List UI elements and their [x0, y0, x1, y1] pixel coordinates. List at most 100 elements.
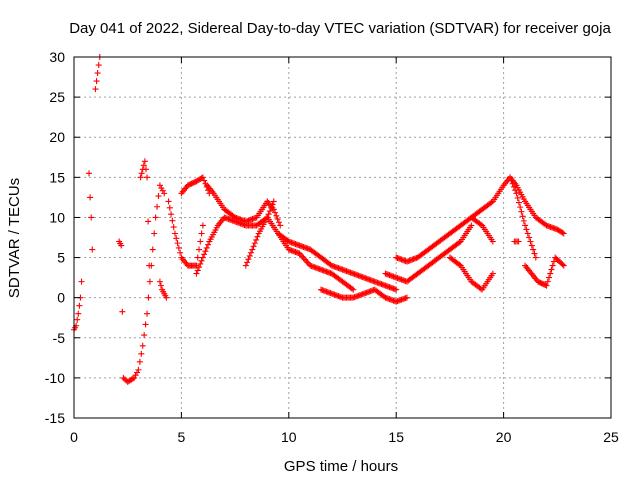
data-point-interp — [140, 162, 147, 169]
data-point — [78, 278, 85, 285]
data-point — [139, 342, 146, 349]
data-point — [94, 70, 101, 77]
series-arc-20 — [511, 238, 522, 245]
data-point — [86, 170, 93, 177]
data-point-interp — [253, 236, 260, 243]
data-point-interp — [201, 251, 208, 258]
data-point-interp — [348, 285, 355, 292]
data-point-interp — [76, 302, 83, 309]
data-point-interp — [247, 249, 254, 256]
data-point — [165, 198, 172, 205]
y-tick-label: 20 — [49, 129, 65, 145]
data-point — [152, 214, 159, 221]
data-point — [118, 242, 125, 249]
y-tick-label: 10 — [49, 209, 65, 225]
x-tick-label: 10 — [281, 429, 297, 445]
data-point — [403, 294, 410, 301]
data-point-interp — [251, 240, 258, 247]
data-point — [75, 310, 82, 317]
data-point-interp — [157, 282, 164, 289]
data-point — [199, 222, 206, 229]
data-point — [270, 198, 277, 205]
data-point-interp — [519, 213, 526, 220]
data-point — [146, 262, 153, 269]
data-point-interp — [526, 234, 533, 241]
series-arc-6 — [156, 278, 170, 301]
data-point-interp — [170, 224, 177, 231]
data-point-interp — [196, 246, 203, 253]
data-point-interp — [514, 194, 521, 201]
data-point-interp — [245, 256, 252, 263]
plot-frame — [73, 56, 612, 419]
data-point-interp — [530, 246, 537, 253]
y-tick-label: -10 — [45, 370, 65, 386]
y-tick-label: 30 — [49, 49, 65, 65]
series-arc-17 — [468, 174, 539, 261]
data-point-interp — [158, 185, 165, 192]
series-arc-2 — [86, 170, 96, 253]
x-tick-label: 15 — [388, 429, 404, 445]
data-point-interp — [198, 257, 205, 264]
axis-ticks: 0 5 10 15 20 25 -15 -10 -5 0 5 10 15 20 25 30 — [45, 49, 619, 445]
data-point-interp — [194, 254, 201, 261]
data-point-interp — [531, 250, 538, 257]
data-point-interp — [528, 242, 535, 249]
data-point-interp — [177, 249, 184, 256]
data-point-interp — [547, 270, 554, 277]
data-point-interp — [168, 211, 175, 218]
data-point — [144, 310, 151, 317]
data-point-interp — [149, 246, 156, 253]
data-point-interp — [205, 241, 212, 248]
data-point-interp — [119, 308, 126, 315]
y-tick-label: -15 — [45, 410, 65, 426]
series-arc-7 — [165, 198, 206, 269]
data-point-interp — [517, 204, 524, 211]
data-point — [532, 254, 539, 261]
data-point-interp — [549, 262, 556, 269]
data-point — [522, 222, 529, 229]
data-point-interp — [196, 264, 203, 271]
data-point — [163, 294, 170, 301]
x-tick-label: 5 — [178, 429, 186, 445]
series-arc-4 — [116, 182, 168, 385]
data-point-interp — [548, 266, 555, 273]
data-point — [543, 282, 550, 289]
data-point — [156, 278, 163, 285]
series-arc-11 — [242, 198, 277, 269]
data-point — [92, 86, 99, 93]
data-point-interp — [274, 216, 281, 223]
data-point-interp — [129, 375, 136, 382]
data-point-interp — [74, 316, 81, 323]
data-point-interp — [198, 230, 205, 237]
data-point-interp — [134, 369, 141, 376]
data-point-interp — [197, 238, 204, 245]
data-point-interp — [477, 221, 484, 228]
data-point-interp — [275, 219, 282, 226]
data-point — [489, 270, 496, 277]
series-arc-16 — [446, 254, 496, 293]
data-point — [489, 238, 496, 245]
y-tick-label: -5 — [53, 330, 66, 346]
data-point — [393, 286, 400, 293]
data-point — [88, 214, 95, 221]
data-point — [171, 230, 178, 237]
data-point-interp — [169, 217, 176, 224]
data-point — [193, 270, 200, 277]
data-point-interp — [203, 244, 210, 251]
data-point — [560, 262, 567, 269]
data-point-interp — [142, 321, 149, 328]
data-point — [515, 238, 522, 245]
data-point-interp — [559, 229, 566, 236]
data-point — [264, 214, 271, 221]
data-point — [135, 366, 142, 373]
data-point-interp — [269, 201, 276, 208]
data-point-interp — [142, 166, 149, 173]
data-point-interp — [202, 248, 209, 255]
data-point — [350, 286, 357, 293]
data-point-interp — [155, 193, 162, 200]
data-point-interp — [456, 261, 463, 268]
data-point — [137, 174, 144, 181]
data-point-interp — [201, 177, 208, 184]
data-point-interp — [151, 230, 158, 237]
